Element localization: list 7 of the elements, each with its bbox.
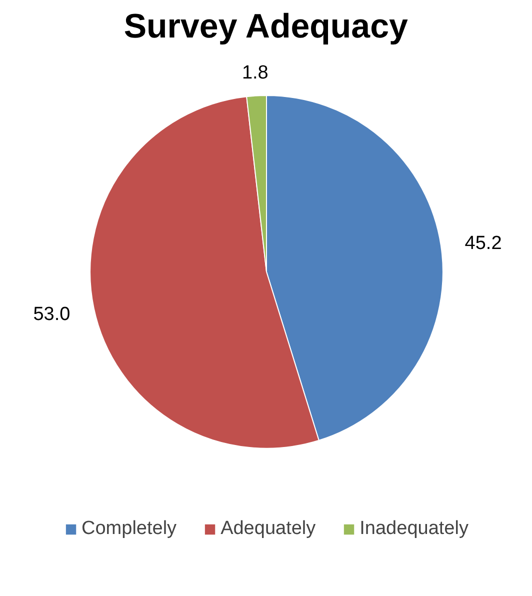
chart-title: Survey Adequacy — [124, 8, 408, 46]
data-label: 53.0 — [33, 304, 70, 326]
legend-label: Inadequately — [360, 518, 468, 540]
legend-label: Adequately — [220, 518, 316, 540]
data-label: 1.8 — [242, 62, 268, 84]
legend-label: Completely — [82, 518, 177, 540]
data-label: 45.2 — [464, 232, 502, 254]
